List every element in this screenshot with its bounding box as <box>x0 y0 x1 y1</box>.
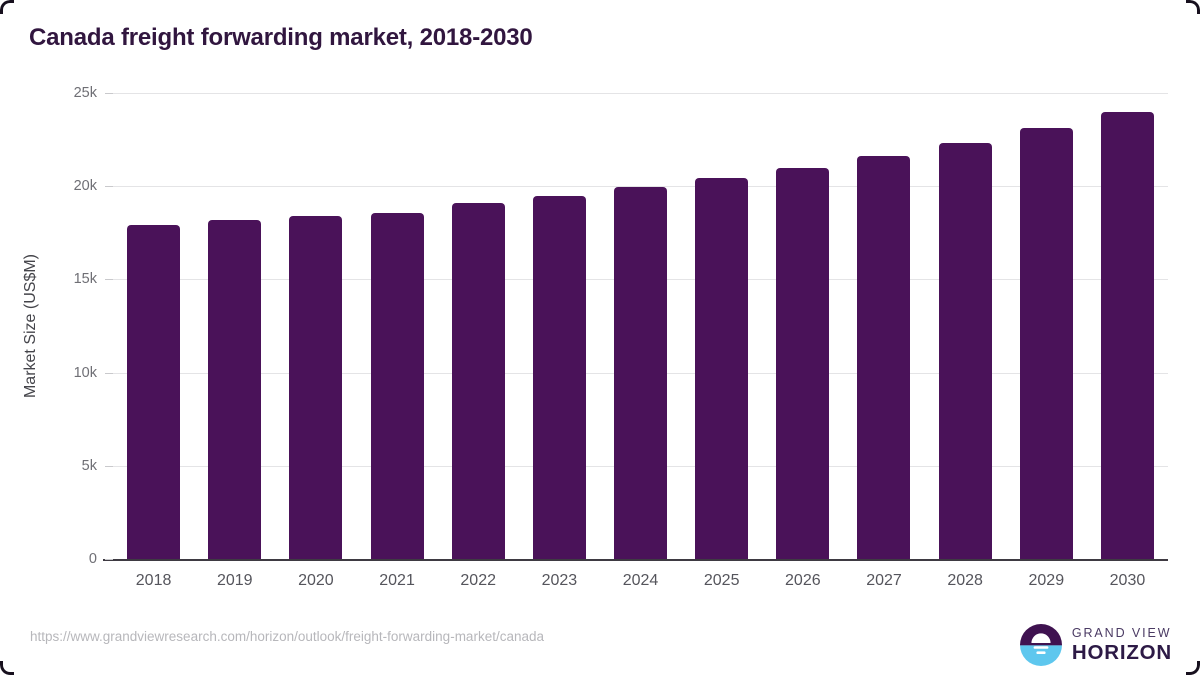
plot-area: 0 5k 10k 15k 20k 25k 2018 2019 2020 2021 2022 2023… <box>74 85 1168 589</box>
bar[interactable] <box>857 156 911 559</box>
x-axis-tick-label: 2020 <box>298 572 334 589</box>
bar[interactable] <box>614 187 668 559</box>
x-axis-tick-label: 2023 <box>541 572 578 589</box>
gridline <box>113 93 1168 94</box>
bar[interactable] <box>532 195 586 559</box>
y-axis-tick-mark <box>105 372 113 374</box>
chart-title: Canada freight forwarding market, 2018-2… <box>29 24 533 51</box>
x-axis-tick-label: 2018 <box>135 572 172 589</box>
bar-slot: 2018 <box>113 93 194 589</box>
logo-grand-view-text: GRAND VIEW <box>1071 625 1172 640</box>
x-axis-tick-label: 2027 <box>866 572 902 589</box>
bar[interactable] <box>370 213 424 559</box>
y-axis-tick-label: 15k <box>73 271 97 288</box>
bar-slot: 2019 <box>194 93 275 589</box>
bar-slot: 2030 <box>1087 93 1168 589</box>
bar[interactable] <box>695 177 749 559</box>
bar-slot: 2029 <box>1006 93 1087 589</box>
y-axis-tick-mark <box>105 93 113 94</box>
x-axis-tick-label: 2025 <box>703 572 740 589</box>
gridline <box>113 186 1168 188</box>
bar[interactable] <box>289 216 343 559</box>
x-axis-tick-label: 2019 <box>216 572 253 589</box>
x-axis-tick-label: 2022 <box>460 572 496 589</box>
x-axis-tick-label: 2029 <box>1028 572 1065 589</box>
frame-corner-bottom-left <box>0 661 14 675</box>
horizon-sun-icon <box>1019 624 1062 666</box>
frame-corner-top-left <box>0 0 14 14</box>
frame-corner-bottom-right <box>1186 661 1200 675</box>
bar[interactable] <box>127 225 181 559</box>
x-axis-tick-label: 2028 <box>947 572 983 589</box>
y-axis-tick-label: 25k <box>73 85 97 101</box>
y-axis-tick-mark <box>105 465 113 467</box>
bar-slot: 2023 <box>519 93 600 589</box>
bar-slot: 2026 <box>762 93 843 589</box>
grand-view-horizon-logo[interactable]: GRAND VIEW HORIZON <box>1019 622 1172 668</box>
x-axis-tick-label: 2024 <box>622 572 659 589</box>
y-axis-tick-mark <box>105 279 113 281</box>
y-axis-tick-mark <box>105 559 113 560</box>
bar-series: 2018 2019 2020 2021 2022 2023 2024 2025 2026 2027… <box>113 93 1168 589</box>
y-axis-tick-label: 0 <box>88 551 97 567</box>
bar[interactable] <box>1019 128 1073 559</box>
y-axis-tick-label: 20k <box>73 178 97 195</box>
x-axis-tick-label: 2030 <box>1109 572 1146 589</box>
bar-slot: 2020 <box>275 93 356 589</box>
x-axis-tick-label: 2026 <box>785 572 821 589</box>
bar[interactable] <box>1100 111 1154 559</box>
y-axis-title: Market Size (US$M) <box>22 253 39 399</box>
source-url-link[interactable]: https://www.grandviewresearch.com/horizo… <box>30 629 544 644</box>
y-axis-tick-mark <box>105 186 113 188</box>
bar-slot: 2022 <box>438 93 519 589</box>
bar-slot: 2021 <box>356 93 437 589</box>
bar[interactable] <box>451 202 505 559</box>
y-axis-tick-label: 5k <box>81 457 97 474</box>
y-axis-tick-label: 10k <box>73 364 97 381</box>
x-axis-line <box>103 559 1168 561</box>
bar-slot: 2025 <box>681 93 762 589</box>
frame-corner-top-right <box>1186 0 1200 14</box>
bar[interactable] <box>208 219 262 559</box>
bar-slot: 2028 <box>925 93 1006 589</box>
logo-wordmark: GRAND VIEW HORIZON <box>1071 625 1172 664</box>
bar[interactable] <box>776 167 830 559</box>
logo-horizon-text: HORIZON <box>1071 641 1172 664</box>
bar[interactable] <box>938 143 992 559</box>
x-axis-tick-label: 2021 <box>379 572 415 589</box>
bar-slot: 2024 <box>600 93 681 589</box>
bar-slot: 2027 <box>843 93 924 589</box>
